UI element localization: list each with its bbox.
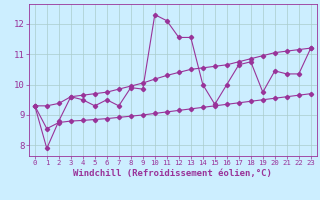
X-axis label: Windchill (Refroidissement éolien,°C): Windchill (Refroidissement éolien,°C) <box>73 169 272 178</box>
